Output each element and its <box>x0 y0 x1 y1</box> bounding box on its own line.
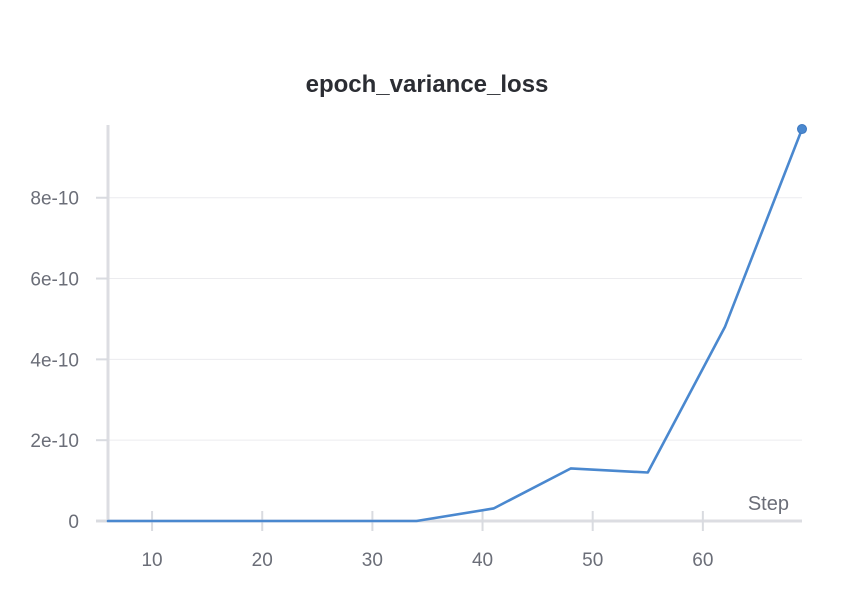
y-tick-label: 2e-10 <box>30 431 79 452</box>
x-axis-ticks: 10 20 30 40 50 60 <box>141 511 713 571</box>
y-axis-ticks: 0 2e-10 4e-10 6e-10 8e-10 <box>30 189 108 533</box>
x-tick-label: 50 <box>582 550 603 571</box>
y-tick-label: 4e-10 <box>30 350 79 371</box>
x-tick-label: 60 <box>692 550 713 571</box>
x-tick-label: 40 <box>472 550 493 571</box>
chart-title: epoch_variance_loss <box>306 71 549 98</box>
last-data-point <box>797 124 807 135</box>
series-line <box>106 127 804 523</box>
y-tick-label: 6e-10 <box>30 270 79 291</box>
x-tick-label: 30 <box>362 550 383 571</box>
grid-lines <box>108 197 802 441</box>
y-tick-label: 8e-10 <box>30 189 79 210</box>
series-layer <box>106 124 807 523</box>
x-tick-label: 20 <box>252 550 273 571</box>
y-tick-label: 0 <box>68 512 79 533</box>
x-tick-label: 10 <box>141 550 162 571</box>
axes <box>96 125 802 523</box>
x-axis-label: Step <box>748 493 789 515</box>
